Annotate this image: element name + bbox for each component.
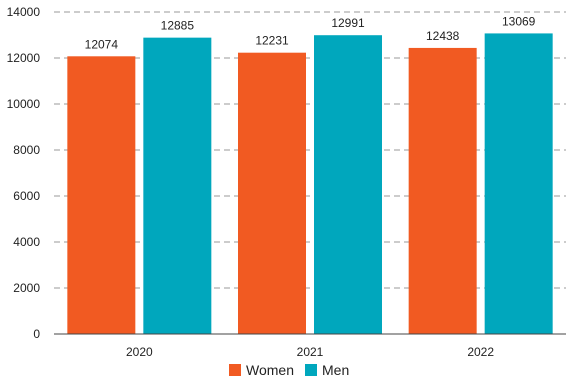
legend-label-men: Men [322,362,349,378]
bar-men-2021 [314,35,382,334]
bar-women-2022 [408,47,477,335]
y-tick-label-0: 0 [33,327,40,341]
grid-layer [54,11,566,289]
y-tick-label-12000: 12000 [7,51,41,65]
y-tick-label-14000: 14000 [7,5,41,19]
data-label-women-2020: 12074 [85,37,119,51]
data-label-men-2020: 12885 [161,19,195,33]
y-tick-label-10000: 10000 [7,97,41,111]
y-axis: 0 2000 4000 6000 8000 10000 12000 14000 [7,5,41,341]
y-tick-label-8000: 8000 [13,143,40,157]
data-labels-layer: 12074 12885 12231 12991 12438 13069 [85,14,536,51]
y-tick-label-6000: 6000 [13,189,40,203]
data-label-women-2021: 12231 [255,34,289,48]
legend: Women Men [229,362,349,378]
bars-layer [67,33,553,335]
data-label-men-2022: 13069 [502,14,536,28]
x-tick-label-2020: 2020 [126,345,153,359]
x-axis: 2020 2021 2022 [54,333,566,359]
bar-men-2022 [484,33,553,335]
bar-women-2020 [67,56,136,334]
data-label-women-2022: 12438 [426,29,460,43]
y-tick-label-2000: 2000 [13,281,40,295]
x-tick-label-2021: 2021 [297,345,324,359]
bar-women-2021 [238,52,306,334]
bar-men-2020 [143,37,212,335]
legend-label-women: Women [246,362,294,378]
x-tick-label-2022: 2022 [467,345,494,359]
data-label-men-2021: 12991 [331,16,365,30]
legend-swatch-men [305,364,317,376]
legend-swatch-women [229,364,241,376]
y-tick-label-4000: 4000 [13,235,40,249]
